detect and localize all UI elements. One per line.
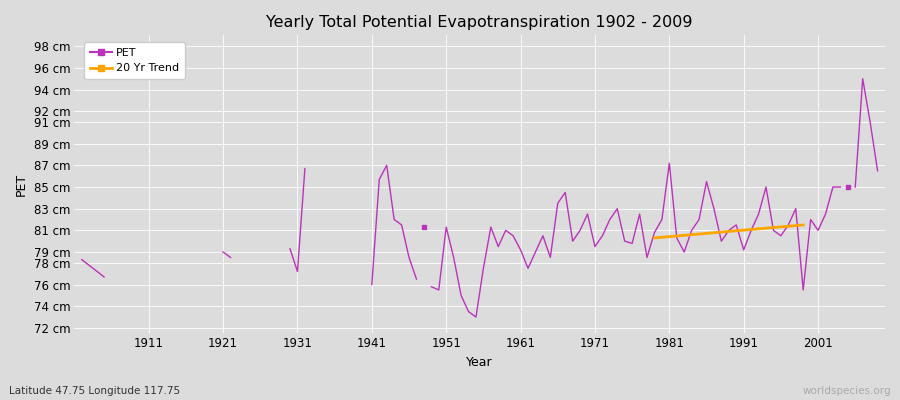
Title: Yearly Total Potential Evapotranspiration 1902 - 2009: Yearly Total Potential Evapotranspiratio…: [266, 15, 693, 30]
Y-axis label: PET: PET: [15, 173, 28, 196]
Legend: PET, 20 Yr Trend: PET, 20 Yr Trend: [84, 42, 184, 79]
X-axis label: Year: Year: [466, 356, 493, 369]
Text: Latitude 47.75 Longitude 117.75: Latitude 47.75 Longitude 117.75: [9, 386, 180, 396]
Text: worldspecies.org: worldspecies.org: [803, 386, 891, 396]
